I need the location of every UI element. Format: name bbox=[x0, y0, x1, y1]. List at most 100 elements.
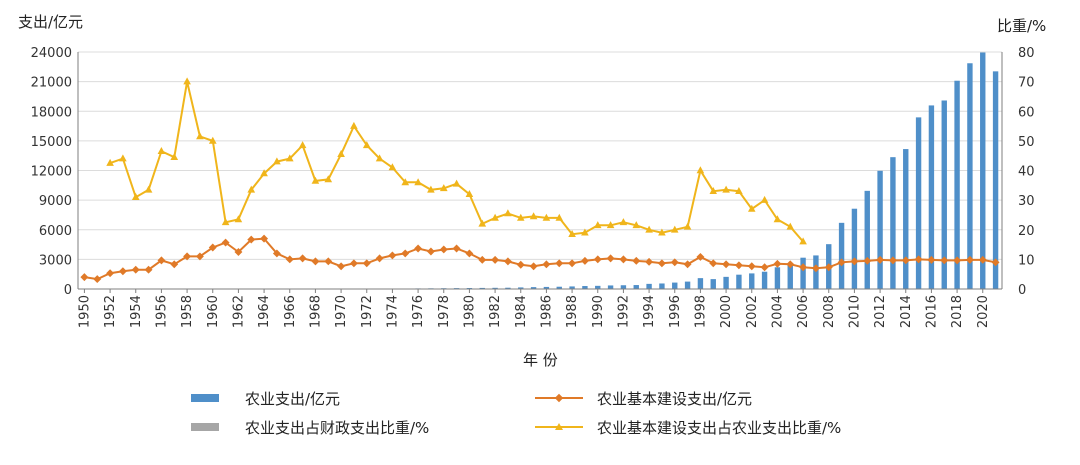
tick-labels: 0300060009000120001500018000210002400001… bbox=[31, 46, 1035, 328]
data-point bbox=[671, 225, 679, 233]
data-point bbox=[337, 262, 346, 271]
x-tick-label: 1956 bbox=[154, 295, 169, 328]
bar bbox=[672, 282, 678, 289]
bar bbox=[569, 286, 575, 289]
data-point bbox=[580, 256, 589, 265]
bar bbox=[761, 271, 768, 289]
x-tick-label: 2020 bbox=[976, 295, 991, 328]
data-point bbox=[760, 195, 769, 203]
legend-swatch-agri-spend-share bbox=[191, 423, 219, 431]
data-point bbox=[722, 185, 730, 193]
bar bbox=[967, 63, 973, 289]
data-point bbox=[619, 255, 628, 264]
y-right-axis-title: 比重/% bbox=[997, 17, 1046, 35]
data-point bbox=[593, 255, 602, 264]
x-tick-label: 2000 bbox=[719, 295, 734, 328]
bar bbox=[684, 281, 691, 289]
data-point bbox=[542, 260, 551, 269]
data-point bbox=[504, 209, 512, 217]
data-point bbox=[196, 132, 204, 140]
data-point bbox=[221, 238, 230, 247]
data-point bbox=[234, 248, 243, 256]
y-right-tick-label: 30 bbox=[1018, 194, 1035, 209]
data-point bbox=[285, 154, 294, 162]
legend-item-agri-spend-share: 农业支出占财政支出比重/% bbox=[191, 419, 429, 437]
bar bbox=[736, 274, 742, 289]
data-point bbox=[965, 255, 974, 264]
data-point bbox=[619, 218, 628, 226]
data-point bbox=[401, 178, 410, 186]
y-right-tick-label: 60 bbox=[1018, 105, 1035, 120]
x-tick-label: 2010 bbox=[847, 295, 862, 328]
bar bbox=[607, 285, 614, 289]
bar bbox=[928, 105, 935, 289]
data-point bbox=[106, 158, 114, 166]
legend-label-construction-share: 农业基本建设支出占农业支出比重/% bbox=[597, 419, 841, 437]
bar bbox=[787, 263, 793, 289]
data-point bbox=[234, 215, 243, 223]
data-point bbox=[517, 213, 525, 221]
data-point bbox=[260, 169, 268, 177]
x-tick-label: 1972 bbox=[360, 295, 375, 328]
data-point bbox=[298, 141, 307, 149]
data-point bbox=[350, 121, 358, 129]
x-tick-label: 2002 bbox=[745, 295, 760, 328]
data-point bbox=[876, 255, 885, 264]
data-point bbox=[414, 178, 422, 186]
data-point bbox=[157, 256, 166, 265]
data-point bbox=[786, 222, 794, 230]
data-point bbox=[427, 185, 435, 193]
x-tick-label: 1982 bbox=[488, 295, 503, 328]
legend-item-agri-construction: 农业基本建设支出/亿元 bbox=[535, 390, 752, 408]
bar bbox=[710, 279, 716, 289]
data-point bbox=[465, 249, 474, 258]
y-left-tick-label: 9000 bbox=[39, 194, 72, 209]
data-point bbox=[863, 256, 872, 265]
data-point bbox=[529, 262, 538, 271]
x-tick-label: 1986 bbox=[539, 295, 554, 328]
data-point bbox=[324, 175, 333, 183]
data-point bbox=[747, 262, 756, 271]
data-point bbox=[144, 185, 153, 193]
x-tick-label: 2004 bbox=[770, 295, 785, 328]
bar bbox=[530, 287, 537, 289]
data-point bbox=[901, 256, 910, 265]
data-point bbox=[285, 255, 294, 264]
bar bbox=[582, 286, 588, 289]
data-point bbox=[491, 255, 500, 264]
data-point bbox=[799, 237, 807, 245]
data-point bbox=[388, 251, 397, 260]
x-tick-label: 1998 bbox=[693, 295, 708, 328]
bar bbox=[543, 286, 550, 289]
data-point bbox=[940, 256, 949, 265]
data-point bbox=[735, 187, 743, 194]
bar bbox=[774, 267, 781, 289]
data-point bbox=[93, 275, 102, 284]
legend-item-agri-spend: 农业支出/亿元 bbox=[191, 390, 340, 408]
x-axis-title: 年 份 bbox=[523, 351, 558, 369]
bar bbox=[492, 287, 498, 289]
data-point bbox=[183, 77, 191, 85]
data-point bbox=[426, 247, 435, 256]
y-right-tick-label: 50 bbox=[1018, 135, 1035, 150]
grid bbox=[78, 51, 1002, 260]
data-point bbox=[824, 263, 833, 272]
data-point bbox=[683, 222, 692, 230]
data-point bbox=[568, 259, 577, 268]
data-point bbox=[542, 213, 551, 221]
line-series bbox=[80, 77, 1000, 284]
data-point bbox=[760, 263, 769, 272]
x-tick-label: 1962 bbox=[231, 295, 246, 328]
x-tick-label: 2012 bbox=[873, 295, 888, 328]
y-left-tick-label: 15000 bbox=[31, 135, 72, 150]
y-left-tick-label: 12000 bbox=[31, 165, 72, 180]
bar bbox=[659, 283, 665, 289]
legend-label-agri-spend: 农业支出/亿元 bbox=[245, 390, 340, 408]
data-point bbox=[683, 260, 692, 269]
data-point bbox=[119, 154, 127, 162]
bar bbox=[890, 157, 896, 289]
data-point bbox=[927, 255, 936, 264]
data-point bbox=[324, 257, 333, 266]
y-right-tick-label: 10 bbox=[1018, 253, 1035, 268]
